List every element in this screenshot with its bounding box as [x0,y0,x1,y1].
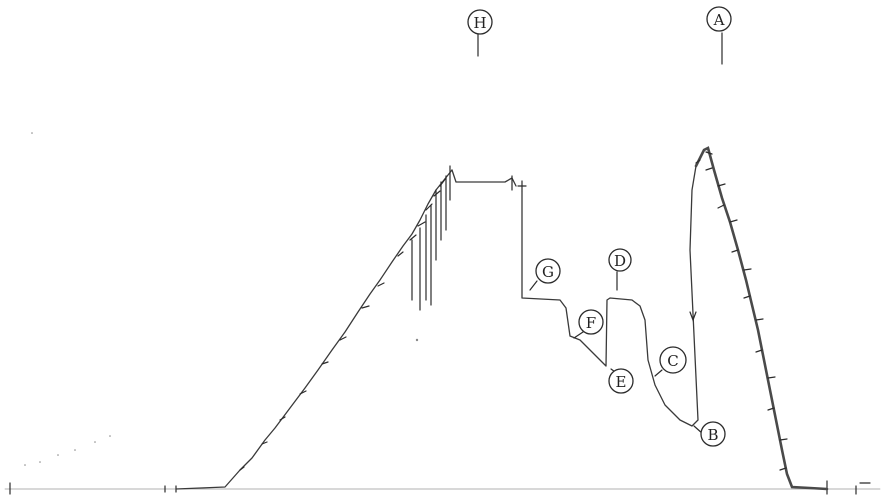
marker-a-label: A [713,11,725,29]
marker-g-label: G [542,263,554,281]
marker-b: B [700,421,726,447]
right-peak-noise [695,151,788,471]
marker-g: G [535,258,561,284]
plateau-trace [451,169,517,187]
ramp-noise [239,177,447,471]
marker-e: E [608,368,634,394]
leader-g [529,280,538,291]
marker-c-label: C [667,352,678,370]
marker-d-label: D [614,252,626,270]
leader-f [573,331,584,339]
marker-f: F [578,309,604,335]
marker-a: A [706,6,732,32]
marker-h-label: H [473,14,486,32]
ramp-spikes [411,165,451,311]
marker-h: H [467,9,493,35]
leader-c [654,369,663,377]
rising-ramp-trace [175,169,453,490]
descent-trace [521,165,699,427]
marker-b-label: B [707,426,718,444]
marker-d: D [608,248,632,272]
marker-e-label: E [616,373,627,391]
marker-f-label: F [586,314,596,332]
arrow-mark [689,311,697,322]
plateau-tick [511,175,527,192]
right-peak-trace [694,146,829,491]
marker-c: C [659,346,687,374]
left-speckle [24,132,419,466]
baseline-tick-end [826,480,871,495]
